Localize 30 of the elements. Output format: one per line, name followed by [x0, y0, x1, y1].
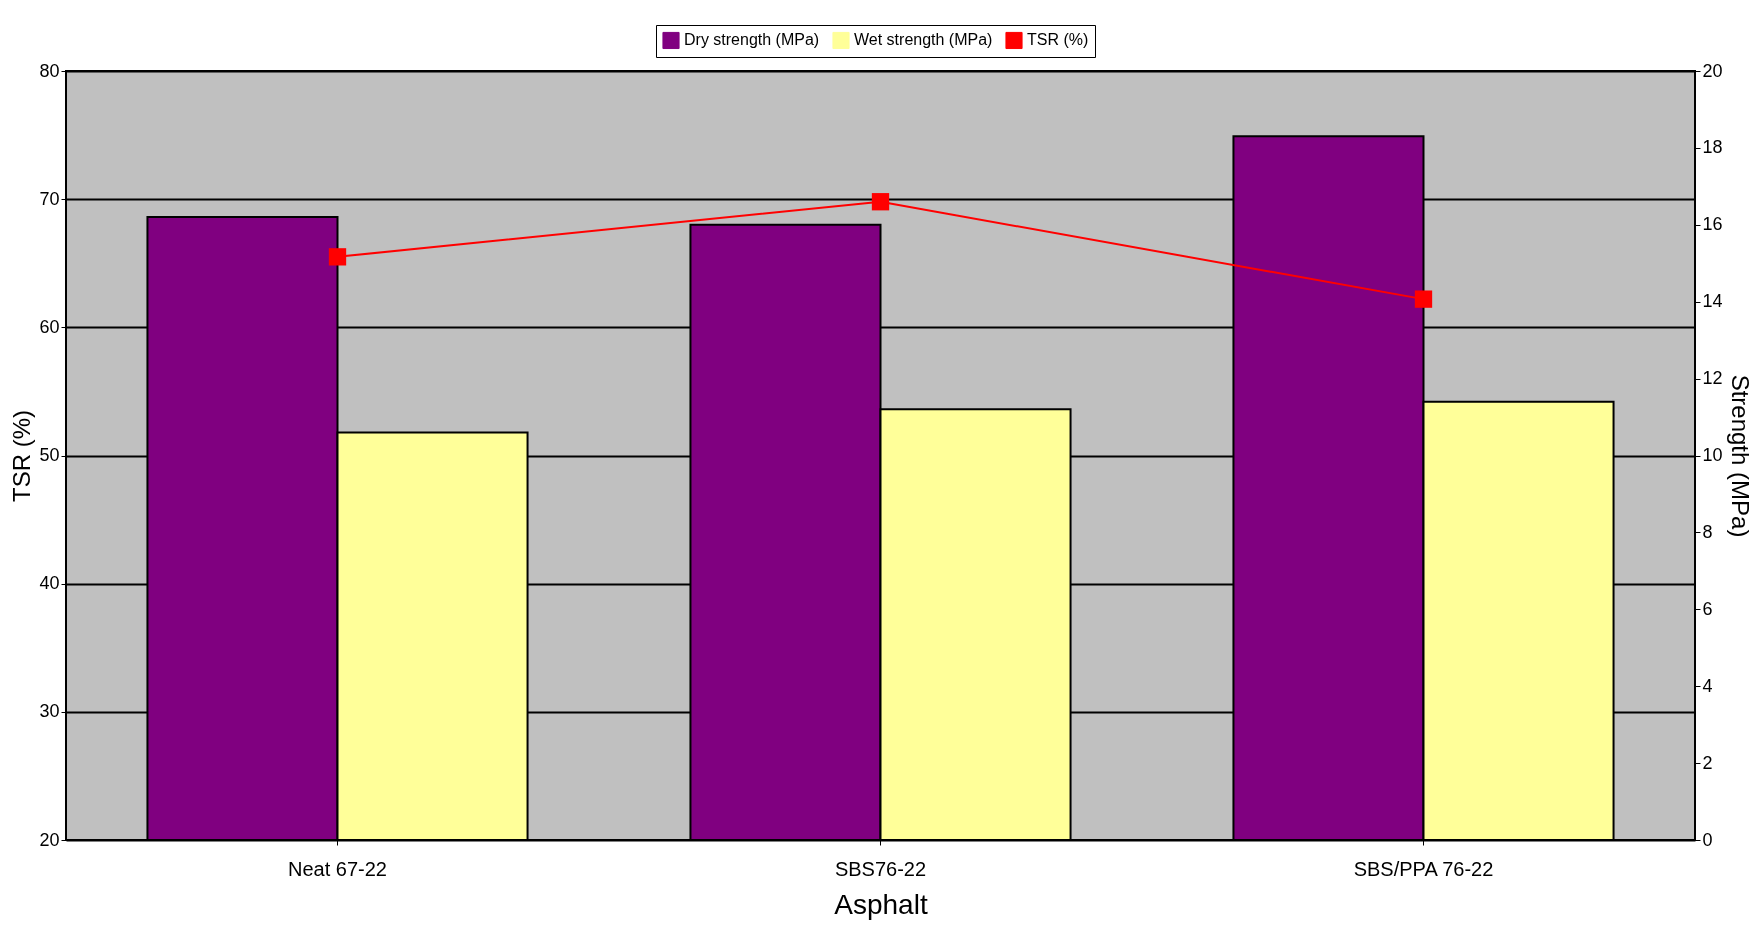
- y-axis-title: TSR (%): [8, 410, 36, 502]
- point: [1414, 290, 1433, 308]
- y2-tick-label: 20: [1702, 60, 1723, 81]
- y2-tick-label: 0: [1702, 829, 1713, 850]
- y2-tick-label: 10: [1702, 445, 1723, 465]
- x-tick-label: SBS/PPA 76-22: [1353, 857, 1494, 880]
- point: [871, 193, 890, 211]
- x-axis-title: Asphalt: [834, 888, 928, 920]
- y2-tick-label: 8: [1702, 521, 1713, 542]
- y2-tick-label: 16: [1702, 214, 1723, 235]
- y-tick-label: 80: [39, 60, 60, 81]
- legend-label: Wet strength (MPa): [854, 31, 993, 49]
- y2-tick-label: 4: [1702, 675, 1713, 696]
- y-tick-label: 60: [39, 316, 60, 337]
- y2-tick-label: 18: [1702, 137, 1723, 158]
- y2-tick-label: 2: [1702, 752, 1713, 773]
- y-tick-label: 40: [39, 573, 60, 594]
- y-tick-label: 20: [39, 829, 60, 850]
- y2-tick-label: 6: [1702, 598, 1713, 619]
- y-tick-label: 30: [39, 701, 60, 722]
- legend-label: Dry strength (MPa): [684, 31, 820, 49]
- y-tick-label: 50: [39, 445, 60, 465]
- legend-label: TSR (%): [1027, 31, 1089, 49]
- x-tick-label: Neat 67-22: [288, 857, 387, 880]
- y-tick-label: 70: [39, 188, 60, 209]
- y2-axis-title: Strength (MPa): [1726, 374, 1754, 538]
- y2-tick-label: 12: [1702, 368, 1723, 389]
- point: [328, 248, 347, 266]
- y2-tick-label: 14: [1702, 291, 1723, 312]
- x-tick-label: SBS76-22: [834, 857, 927, 880]
